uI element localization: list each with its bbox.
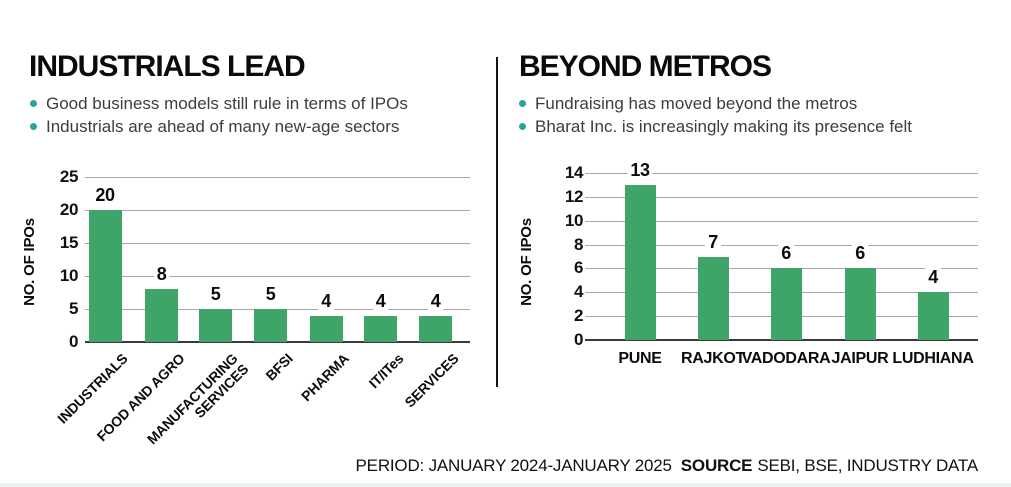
gridline	[585, 268, 978, 270]
y-tick-label: 4	[573, 282, 583, 302]
bar	[309, 315, 343, 342]
gridline	[585, 316, 978, 318]
source-text: SEBI, BSE, INDUSTRY DATA	[757, 456, 978, 475]
gridline	[85, 276, 470, 277]
bullet-item: Bharat Inc. is increasingly making its p…	[519, 115, 912, 138]
y-tick-label: 20	[59, 200, 79, 219]
source-label: SOURCE	[680, 456, 753, 475]
bullet-item: Good business models still rule in terms…	[30, 92, 408, 115]
bar	[145, 289, 178, 342]
bullet-text: Bharat Inc. is increasingly making its p…	[535, 117, 913, 136]
right-chart-title: BEYOND METROS	[519, 50, 772, 83]
x-category-label: IT/ITes	[365, 350, 407, 392]
gridline	[585, 173, 978, 174]
x-category-label: SERVICES	[401, 350, 462, 411]
bar	[624, 184, 656, 340]
gridline	[585, 292, 978, 294]
period-text: PERIOD: JANUARY 2024-JANUARY 2025	[355, 456, 672, 475]
x-category-label: PHARMA	[297, 350, 352, 405]
bar-value-label: 20	[92, 186, 118, 205]
bar-value-label: 4	[925, 268, 941, 288]
bar-value-label: 4	[318, 291, 334, 311]
footer: PERIOD: JANUARY 2024-JANUARY 2025 SOURCE S…	[355, 456, 979, 476]
gridline	[85, 309, 470, 310]
bar	[697, 256, 729, 340]
y-tick-label: 25	[59, 167, 79, 186]
y-tick-label: 12	[564, 186, 584, 206]
gridline	[585, 196, 978, 198]
x-category-label: BFSI	[262, 350, 297, 384]
x-category-label: RAJKOT	[681, 350, 745, 367]
right-chart-bullets: Fundraising has moved beyond the metros …	[519, 92, 912, 138]
x-category-label: INDUSTRIALS	[54, 350, 131, 427]
bar-value-label: 5	[262, 285, 279, 304]
y-tick-label: 14	[564, 163, 584, 182]
bullet-text: Fundraising has moved beyond the metros	[535, 94, 858, 113]
x-category-label: FOOD AND AGRO	[93, 350, 188, 445]
y-tick-label: 8	[573, 234, 583, 254]
x-category-label: JAIPUR	[831, 350, 889, 367]
y-tick-label: 0	[573, 330, 583, 349]
x-category-label: MANUFACTURING SERVICES	[144, 350, 252, 448]
gridline	[85, 210, 470, 211]
y-tick-label: 0	[68, 332, 78, 351]
bar	[917, 292, 949, 340]
bullet-dot-icon	[519, 100, 526, 107]
left-chart-bullets: Good business models still rule in terms…	[30, 92, 408, 138]
bar-value-label: 5	[207, 285, 224, 304]
gridline	[85, 243, 470, 244]
panel-divider	[496, 57, 498, 387]
x-category-label: LUDHIANA	[892, 350, 974, 367]
bar	[419, 315, 452, 342]
y-tick-label: 15	[59, 233, 79, 252]
y-axis-label: NO. OF IPOs	[21, 218, 38, 306]
bar	[844, 268, 876, 340]
bottom-strip	[0, 483, 1011, 487]
gridline	[585, 220, 978, 222]
x-category-label: PUNE	[618, 350, 662, 367]
bar-value-label: 8	[153, 265, 170, 285]
bullet-item: Fundraising has moved beyond the metros	[519, 92, 912, 115]
bar	[254, 309, 287, 342]
y-tick-label: 10	[564, 210, 584, 230]
x-category-label: VADODARA	[741, 350, 831, 367]
y-tick-label: 2	[573, 306, 583, 326]
gridline	[585, 244, 978, 246]
x-axis-line	[585, 339, 978, 341]
bullet-text: Good business models still rule in terms…	[46, 94, 408, 113]
y-tick-label: 6	[573, 258, 583, 278]
gridline	[85, 177, 470, 178]
x-axis-line	[85, 341, 470, 343]
bar-value-label: 4	[372, 291, 389, 311]
bullet-item: Industrials are ahead of many new-age se…	[30, 115, 408, 138]
bar-value-label: 4	[427, 291, 444, 311]
bullet-text: Industrials are ahead of many new-age se…	[46, 117, 400, 136]
bar	[770, 268, 802, 340]
bar-value-label: 6	[778, 244, 794, 264]
bar-value-label: 7	[705, 232, 721, 252]
bar	[364, 315, 397, 342]
y-tick-label: 5	[68, 299, 78, 318]
y-tick-label: 10	[59, 266, 79, 285]
bar-value-label: 6	[852, 244, 868, 264]
bullet-dot-icon	[30, 123, 37, 130]
bar	[199, 309, 232, 342]
bullet-dot-icon	[519, 123, 526, 130]
bar-value-label: 13	[627, 160, 653, 180]
bullet-dot-icon	[30, 100, 37, 107]
y-axis-label: NO. OF IPOs	[518, 218, 535, 306]
left-chart-title: INDUSTRIALS LEAD	[29, 50, 306, 83]
bar	[88, 210, 122, 342]
